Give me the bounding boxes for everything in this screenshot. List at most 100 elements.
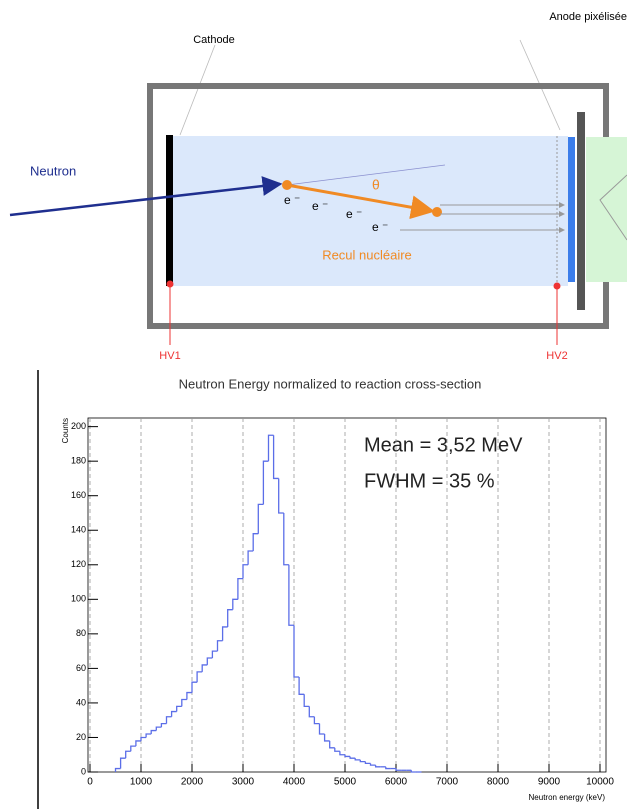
- histogram-bin: [160, 722, 167, 728]
- histogram-bin: [227, 609, 233, 627]
- x-tick-label: 3000: [232, 777, 255, 788]
- histogram-bin: [232, 598, 238, 610]
- recoil-label: Recul nucléaire: [322, 247, 412, 262]
- histogram-bin: [410, 770, 417, 773]
- recoil-arrow: [286, 183, 435, 220]
- x-tick-label: 6000: [385, 777, 408, 788]
- histogram-bin: [165, 716, 172, 724]
- histogram-bin: [283, 512, 289, 566]
- y-tick-label: 80: [76, 628, 86, 638]
- hv2-point: [553, 282, 561, 290]
- leader-line: [179, 44, 216, 136]
- detector-diagram: Anode pixélisée Cathode Neutron θ e ⁻ e …: [9, 11, 627, 362]
- histogram-bin: [221, 626, 228, 641]
- y-tick-label: 120: [71, 559, 86, 569]
- x-tick-label: 7000: [436, 777, 459, 788]
- y-tick-label: 40: [76, 697, 86, 707]
- angle-label: θ: [372, 177, 380, 193]
- y-tick-label: 0: [81, 766, 86, 776]
- histogram-bin: [114, 767, 121, 772]
- vertex: [282, 180, 292, 190]
- histogram-bin: [145, 733, 152, 738]
- histogram-bin: [318, 723, 325, 735]
- histogram-bin: [374, 765, 381, 768]
- histogram-bin: [196, 671, 203, 683]
- histogram-bin: [262, 460, 269, 505]
- histogram-bin: [211, 650, 218, 659]
- histogram-bin: [119, 757, 126, 769]
- y-tick-label: 200: [71, 421, 86, 431]
- histogram-bin: [344, 754, 351, 758]
- histogram-bin: [288, 564, 294, 626]
- histogram-bin: [267, 434, 274, 462]
- histogram-bin: [329, 740, 335, 749]
- x-axis-label: Neutron energy (keV): [529, 793, 606, 802]
- annotation: Mean = 3,52 MeV: [364, 434, 523, 456]
- x-tick-label: 5000: [334, 777, 357, 788]
- histogram-bin: [252, 533, 259, 551]
- y-axis-label: Counts: [61, 418, 70, 443]
- anode-plate: [577, 112, 585, 310]
- connector: [599, 174, 627, 241]
- cathode-label: Cathode: [193, 34, 235, 46]
- y-tick-label: 100: [71, 594, 86, 604]
- histogram-bin: [293, 625, 300, 678]
- histogram-bin: [242, 564, 249, 579]
- drift-volume: [172, 136, 568, 286]
- cathode: [166, 135, 173, 286]
- anode: [568, 137, 575, 282]
- histogram-bin: [369, 763, 376, 766]
- histogram-bin: [364, 761, 371, 765]
- x-tick-label: 9000: [538, 777, 561, 788]
- histogram-bin: [298, 677, 305, 695]
- histogram-bin: [395, 768, 402, 771]
- neutron-arrow: [9, 176, 283, 217]
- plot-frame: [87, 417, 607, 773]
- x-tick-label: 0: [87, 777, 93, 788]
- histogram-bin: [323, 734, 330, 742]
- histogram-bin: [385, 766, 391, 770]
- histogram-bin: [216, 640, 223, 652]
- electron-label: e ⁻: [346, 207, 362, 221]
- electron-label: e ⁻: [284, 193, 300, 207]
- hv1-label: HV1: [159, 350, 180, 362]
- histogram-bin: [308, 706, 315, 718]
- track-end: [432, 207, 442, 217]
- neutron-label: Neutron: [30, 163, 76, 178]
- histogram-bin: [130, 745, 136, 752]
- y-tick-label: 160: [71, 490, 86, 500]
- electron-label: e ⁻: [312, 199, 328, 213]
- histogram-bin: [176, 705, 182, 712]
- histogram-bin: [354, 758, 361, 761]
- histogram-bin: [313, 716, 320, 725]
- chart-title: Neutron Energy normalized to reaction cr…: [179, 376, 482, 391]
- hv2-label: HV2: [546, 350, 567, 362]
- histogram-bin: [339, 751, 345, 756]
- y-tick-label: 20: [76, 732, 86, 742]
- x-tick-label: 4000: [283, 777, 306, 788]
- x-tick-label: 8000: [487, 777, 510, 788]
- histogram-bin: [206, 657, 213, 665]
- histogram-bin: [247, 550, 254, 565]
- x-tick-label: 1000: [130, 777, 153, 788]
- hv1-point: [166, 280, 174, 288]
- histogram-bin: [150, 729, 157, 735]
- histogram-bin: [201, 664, 208, 672]
- histogram-bin: [191, 681, 198, 693]
- histogram-bin: [125, 750, 131, 759]
- x-tick-label: 2000: [181, 777, 204, 788]
- histogram-bin: [257, 503, 264, 534]
- histogram-bin: [170, 710, 177, 717]
- y-tick-label: 140: [71, 525, 86, 535]
- histogram-bin: [135, 740, 141, 747]
- histogram-bin: [334, 747, 340, 752]
- histogram-bin: [237, 577, 243, 600]
- x-tick-label: 10000: [586, 777, 614, 788]
- histogram-bin: [359, 759, 366, 763]
- histogram-bin: [303, 694, 310, 708]
- direction-line: [286, 164, 446, 186]
- histogram-bin: [278, 478, 284, 514]
- histogram-chart: Neutron Energy normalized to reaction cr…: [61, 376, 614, 802]
